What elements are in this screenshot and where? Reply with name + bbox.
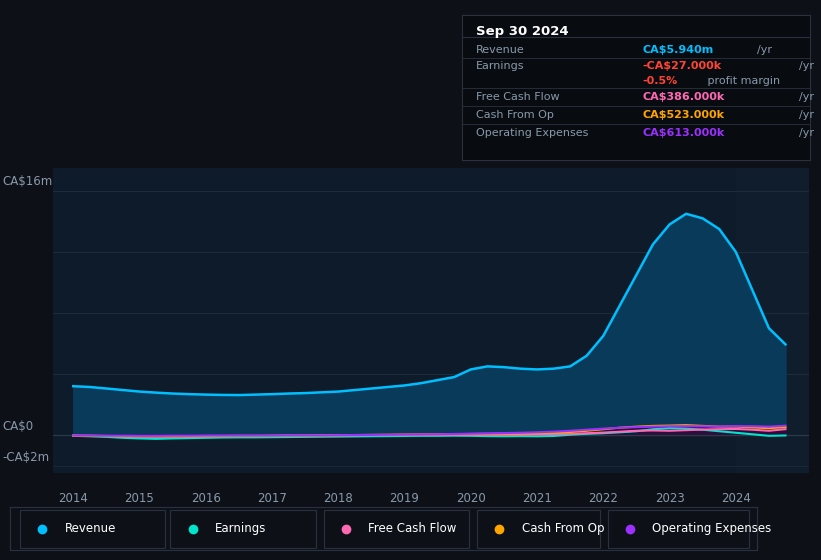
Text: 2018: 2018 bbox=[323, 492, 353, 505]
Text: Revenue: Revenue bbox=[64, 522, 116, 535]
Text: 2024: 2024 bbox=[721, 492, 750, 505]
Text: /yr: /yr bbox=[758, 44, 773, 54]
Text: Revenue: Revenue bbox=[476, 44, 525, 54]
Text: CA$523.000k: CA$523.000k bbox=[643, 110, 725, 120]
Text: /yr: /yr bbox=[799, 61, 814, 71]
Text: 2020: 2020 bbox=[456, 492, 486, 505]
Bar bbox=[736, 168, 809, 473]
Text: 2017: 2017 bbox=[257, 492, 287, 505]
Text: /yr: /yr bbox=[799, 110, 814, 120]
Text: profit margin: profit margin bbox=[704, 76, 780, 86]
Text: Operating Expenses: Operating Expenses bbox=[476, 128, 589, 138]
Text: 2015: 2015 bbox=[125, 492, 154, 505]
Text: Free Cash Flow: Free Cash Flow bbox=[369, 522, 456, 535]
Text: /yr: /yr bbox=[799, 92, 814, 102]
Text: 2023: 2023 bbox=[654, 492, 685, 505]
Text: -0.5%: -0.5% bbox=[643, 76, 678, 86]
Text: Earnings: Earnings bbox=[476, 61, 525, 71]
Text: Free Cash Flow: Free Cash Flow bbox=[476, 92, 560, 102]
Text: -CA$2m: -CA$2m bbox=[2, 451, 49, 464]
Text: CA$0: CA$0 bbox=[2, 421, 34, 433]
Text: /yr: /yr bbox=[799, 128, 814, 138]
Text: 2016: 2016 bbox=[190, 492, 221, 505]
Text: CA$16m: CA$16m bbox=[2, 175, 53, 188]
Text: -CA$27.000k: -CA$27.000k bbox=[643, 61, 722, 71]
Text: 2014: 2014 bbox=[58, 492, 88, 505]
Text: Cash From Op: Cash From Op bbox=[521, 522, 604, 535]
Text: CA$613.000k: CA$613.000k bbox=[643, 128, 725, 138]
Text: Cash From Op: Cash From Op bbox=[476, 110, 554, 120]
Text: Operating Expenses: Operating Expenses bbox=[653, 522, 772, 535]
Text: 2021: 2021 bbox=[522, 492, 552, 505]
Text: CA$386.000k: CA$386.000k bbox=[643, 92, 725, 102]
Text: CA$5.940m: CA$5.940m bbox=[643, 44, 714, 54]
Text: 2022: 2022 bbox=[589, 492, 618, 505]
Text: Sep 30 2024: Sep 30 2024 bbox=[476, 26, 569, 39]
Text: 2019: 2019 bbox=[390, 492, 420, 505]
Text: Earnings: Earnings bbox=[215, 522, 267, 535]
